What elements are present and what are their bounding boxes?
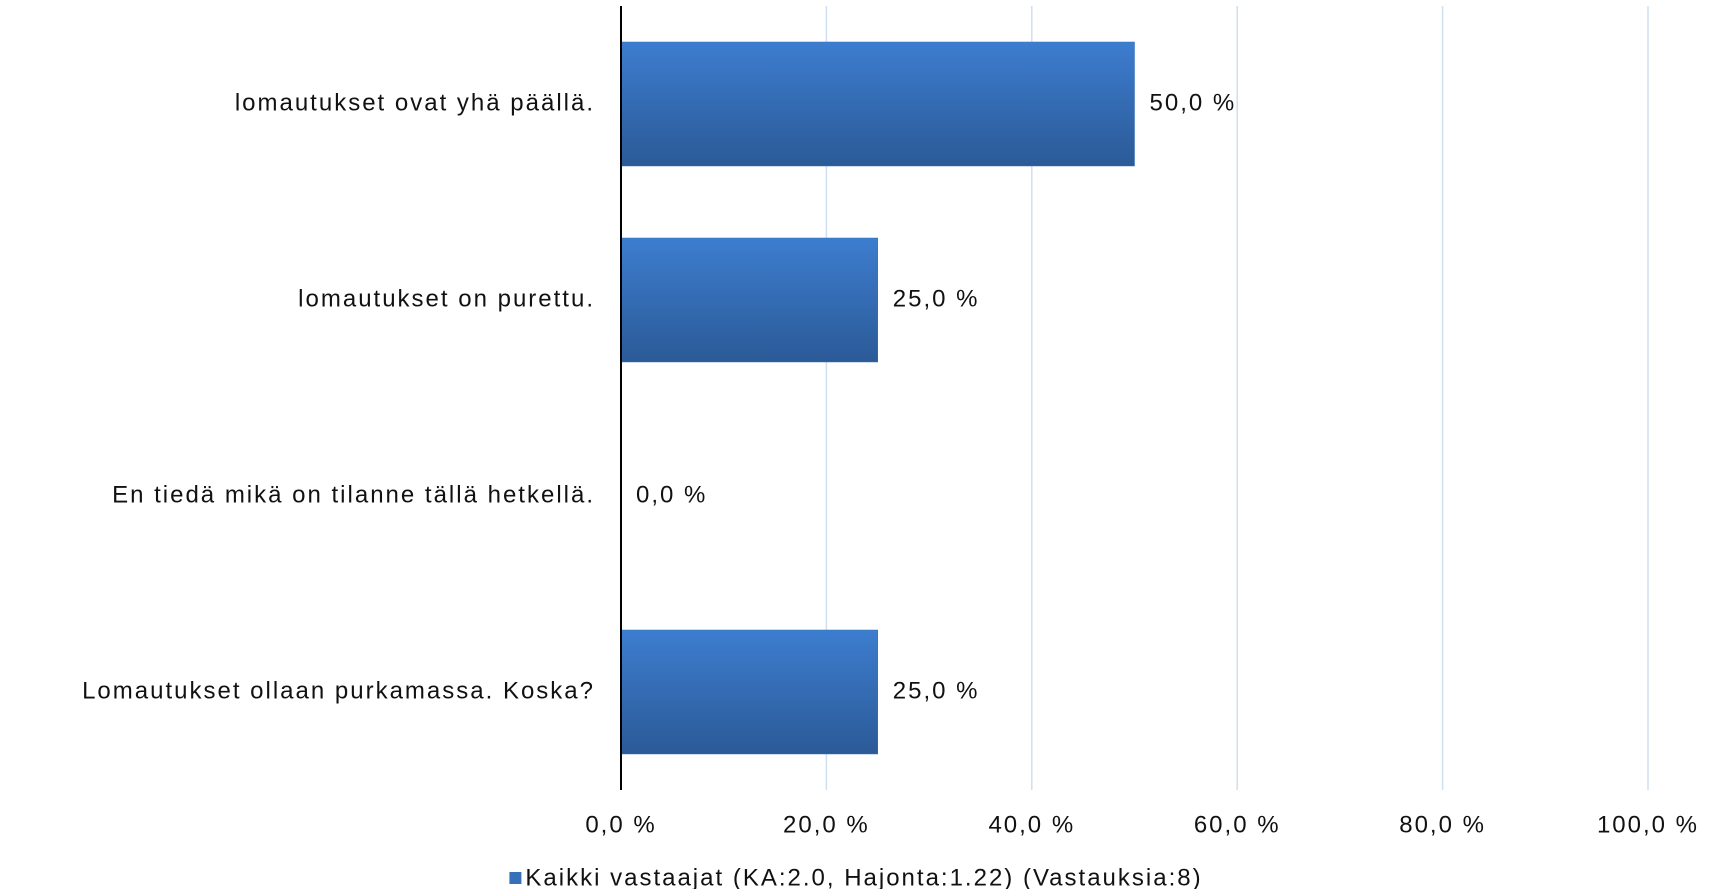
y-tick-label: En tiedä mikä on tilanne tällä hetkellä. [112, 481, 595, 508]
data-label: 0,0 % [636, 481, 707, 508]
legend-label: Kaikki vastaajat (KA:2.0, Hajonta:1.22) … [525, 864, 1202, 889]
bar [620, 237, 878, 363]
bar [620, 41, 1135, 167]
x-tick-label: 100,0 % [1597, 811, 1699, 838]
data-label: 50,0 % [1150, 89, 1237, 116]
legend-swatch [509, 872, 522, 884]
x-tick-label: 80,0 % [1399, 811, 1486, 838]
x-tick-label: 40,0 % [988, 811, 1075, 838]
y-tick-label: lomautukset on purettu. [298, 285, 595, 312]
y-tick-label: lomautukset ovat yhä päällä. [235, 89, 595, 116]
bar [620, 629, 878, 755]
x-tick-label: 0,0 % [585, 811, 656, 838]
x-tick-label: 60,0 % [1194, 811, 1281, 838]
data-label: 25,0 % [893, 285, 980, 312]
y-tick-label: Lomautukset ollaan purkamassa. Koska? [82, 677, 595, 704]
data-label: 25,0 % [893, 677, 980, 704]
x-tick-label: 20,0 % [783, 811, 870, 838]
